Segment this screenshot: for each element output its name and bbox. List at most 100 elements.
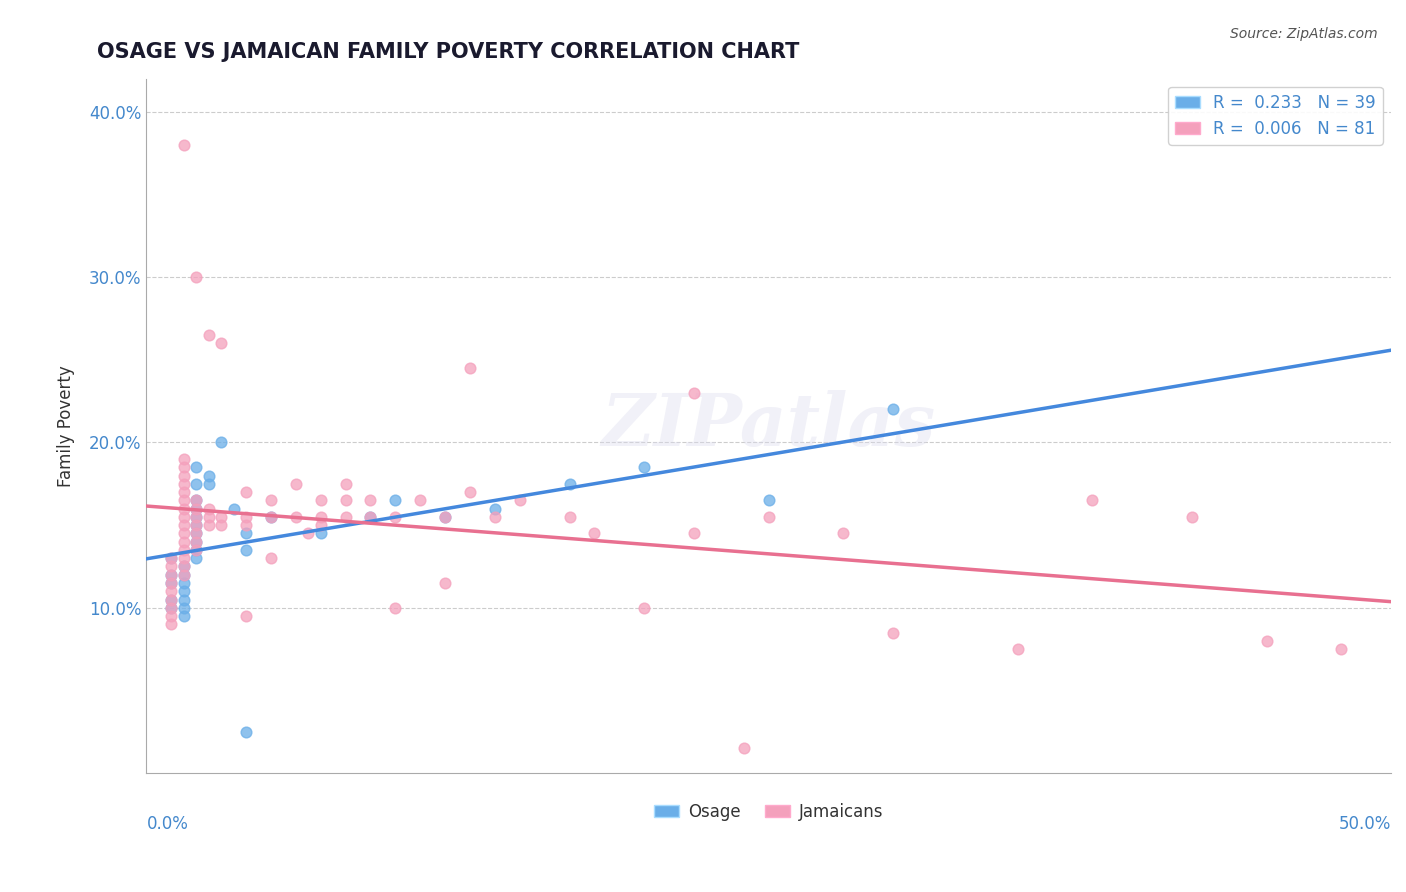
Text: Source: ZipAtlas.com: Source: ZipAtlas.com [1230,27,1378,41]
Point [173,567,195,582]
Point [683,385,706,400]
Point [583,526,606,541]
Point [160,617,183,632]
Point [173,460,195,475]
Point [209,435,232,450]
Point [186,509,208,524]
Point [173,534,195,549]
Point [458,485,481,500]
Point [359,509,381,524]
Point [209,336,232,351]
Point [235,609,257,624]
Point [197,501,219,516]
Point [160,600,183,615]
Point [173,485,195,500]
Point [1007,642,1029,657]
Point [173,609,195,624]
Point [335,509,357,524]
Point [633,600,655,615]
Point [260,493,283,508]
Point [633,460,655,475]
Point [186,543,208,558]
Point [173,559,195,574]
Point [197,327,219,342]
Point [173,509,195,524]
Point [186,526,208,541]
Point [186,493,208,508]
Point [260,551,283,566]
Point [882,402,904,417]
Point [160,600,183,615]
Point [260,509,283,524]
Point [335,493,357,508]
Point [173,543,195,558]
Point [832,526,855,541]
Point [173,468,195,483]
Point [384,493,406,508]
Point [173,576,195,591]
Point [160,567,183,582]
Point [384,600,406,615]
Point [197,476,219,491]
Point [1181,509,1204,524]
Text: ZIPatlas: ZIPatlas [602,391,936,461]
Point [197,509,219,524]
Point [359,493,381,508]
Point [186,518,208,533]
Point [284,476,307,491]
Point [173,584,195,599]
Point [1256,633,1278,648]
Point [186,551,208,566]
Point [197,468,219,483]
Point [235,543,257,558]
Text: 50.0%: 50.0% [1339,815,1391,833]
Point [359,509,381,524]
Point [160,551,183,566]
Point [186,509,208,524]
Y-axis label: Family Poverty: Family Poverty [58,365,75,487]
Point [1081,493,1104,508]
Point [758,493,780,508]
Point [434,509,457,524]
Point [384,509,406,524]
Text: 0.0%: 0.0% [146,815,188,833]
Point [186,534,208,549]
Point [309,526,332,541]
Point [160,592,183,607]
Point [173,526,195,541]
Point [160,559,183,574]
Point [186,476,208,491]
Point [484,501,506,516]
Point [409,493,432,508]
Point [173,501,195,516]
Point [160,609,183,624]
Point [558,476,581,491]
Point [186,270,208,285]
Point [186,493,208,508]
Point [309,518,332,533]
Point [160,592,183,607]
Point [160,567,183,582]
Point [186,460,208,475]
Point [222,501,245,516]
Point [434,576,457,591]
Point [235,526,257,541]
Point [260,509,283,524]
Point [173,551,195,566]
Point [758,509,780,524]
Text: OSAGE VS JAMAICAN FAMILY POVERTY CORRELATION CHART: OSAGE VS JAMAICAN FAMILY POVERTY CORRELA… [97,42,799,62]
Point [1330,642,1353,657]
Point [335,476,357,491]
Point [173,559,195,574]
Point [309,493,332,508]
Point [160,584,183,599]
Point [235,724,257,739]
Point [160,576,183,591]
Point [235,518,257,533]
Legend: Osage, Jamaicans: Osage, Jamaicans [648,796,890,828]
Point [160,576,183,591]
Point [160,551,183,566]
Point [173,493,195,508]
Point [186,526,208,541]
Point [186,534,208,549]
